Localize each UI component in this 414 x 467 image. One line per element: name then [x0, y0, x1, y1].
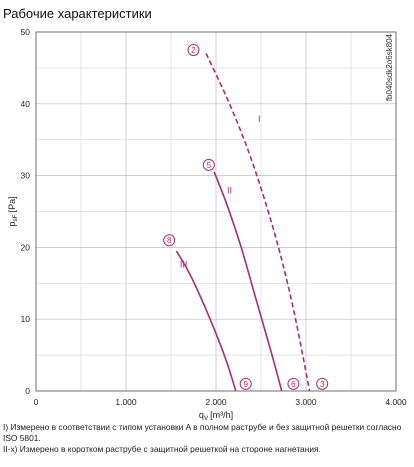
page-title: Рабочие характеристики — [3, 6, 152, 21]
x-tick-label: 0 — [34, 397, 39, 407]
axis-labels: qV [m³/h] psF [Pa] fb040sdk2o6sk804 — [7, 33, 394, 420]
series-label-II: II — [227, 186, 232, 196]
y-axis-label-sub: sF — [12, 214, 19, 221]
y-axis-label-main: p — [7, 222, 17, 227]
marker-6: 6 — [287, 377, 300, 390]
plot-frame — [35, 31, 397, 392]
series-line-1 — [205, 53, 311, 392]
x-axis-label-unit: [m³/h] — [210, 410, 233, 420]
x-axis-label-main: q — [199, 410, 204, 420]
y-tick-label: 50 — [21, 27, 31, 37]
series-label-III: III — [180, 260, 188, 270]
marker-circle — [316, 377, 329, 390]
y-tick-label: 20 — [21, 242, 31, 252]
y-axis-label: psF [Pa] — [7, 196, 19, 226]
marker-label: 6 — [291, 380, 296, 389]
x-tick-label: 3.000 — [295, 397, 317, 407]
series-label-I: I — [258, 114, 261, 124]
x-tick-label: 2.000 — [205, 397, 227, 407]
x-tick-label: 1.000 — [115, 397, 137, 407]
y-tick-label: 0 — [25, 386, 30, 396]
marker-label: 8 — [167, 236, 172, 245]
marker-circle — [187, 43, 200, 56]
y-tick-label: 40 — [21, 99, 31, 109]
marker-8: 8 — [163, 234, 176, 247]
x-axis-label-sub: V — [204, 415, 209, 420]
performance-chart: 0 1.000 2.000 3.000 4.000 0 10 20 30 40 50 2 3 5 6 8 9 I… — [7, 27, 407, 420]
series-line-3 — [175, 250, 237, 392]
marker-2: 2 — [187, 43, 200, 56]
marker-3: 3 — [316, 377, 329, 390]
footnotes: I) Измерено в соответствии с типом устан… — [3, 422, 411, 455]
marker-label: 3 — [320, 380, 325, 389]
series-line-2 — [213, 171, 283, 392]
marker-circle — [287, 377, 300, 390]
chart-code-watermark: fb040sdk2o6sk804 — [385, 33, 394, 101]
marker-circle — [163, 234, 176, 247]
marker-label: 9 — [243, 380, 248, 389]
marker-label: 5 — [207, 161, 212, 170]
marker-9: 9 — [239, 377, 252, 390]
x-axis-label: qV [m³/h] — [199, 410, 233, 420]
footnote-2: II-x) Измерено в коротком раструбе с защ… — [3, 444, 321, 454]
footnote-1: I) Измерено в соответствии с типом устан… — [3, 422, 402, 443]
y-axis-label-unit: [Pa] — [7, 196, 17, 212]
y-tick-label: 30 — [21, 171, 31, 181]
marker-circle — [239, 377, 252, 390]
x-tick-label: 4.000 — [385, 397, 407, 407]
marker-label: 2 — [191, 46, 196, 55]
marker-circle — [202, 158, 215, 171]
grid — [35, 31, 397, 392]
y-tick-label: 10 — [21, 314, 31, 324]
marker-5: 5 — [202, 158, 215, 171]
axes: 0 1.000 2.000 3.000 4.000 0 10 20 30 40 50 — [21, 27, 407, 407]
series-lines — [175, 53, 311, 392]
